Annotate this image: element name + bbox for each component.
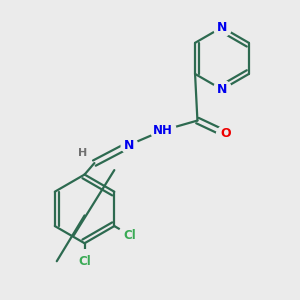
Text: N: N [217, 21, 227, 34]
Text: Cl: Cl [124, 229, 136, 242]
Text: Cl: Cl [78, 255, 91, 268]
Text: O: O [220, 127, 231, 140]
Text: N: N [124, 139, 134, 152]
Text: H: H [78, 148, 88, 158]
Text: NH: NH [153, 124, 173, 137]
Text: N: N [217, 83, 227, 96]
